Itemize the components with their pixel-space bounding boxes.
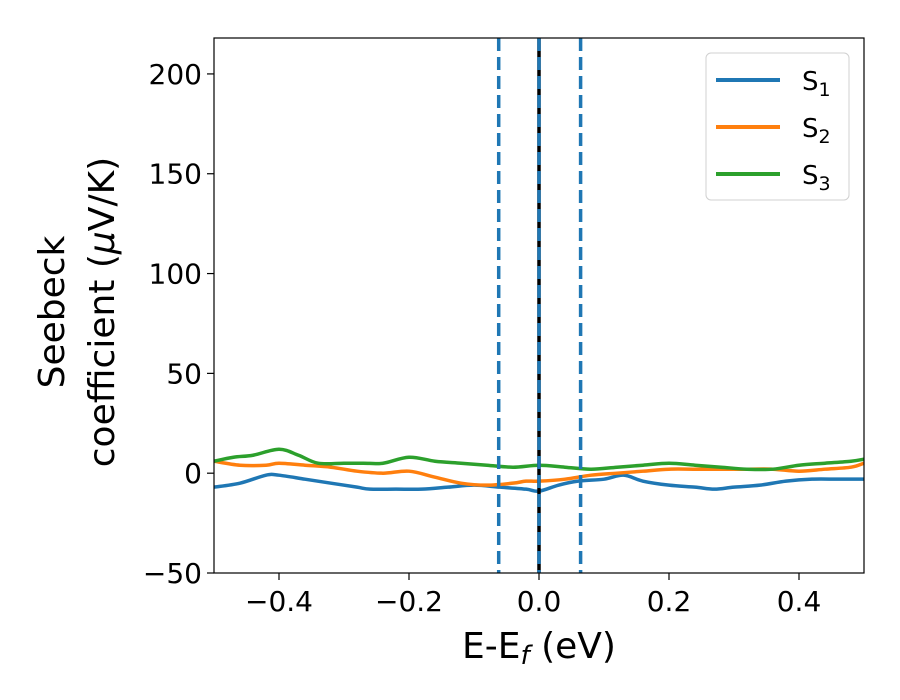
- x-tick-label: 0.0: [517, 585, 562, 618]
- y-tick-label: 0: [184, 457, 202, 490]
- x-tick-label: −0.2: [375, 585, 443, 618]
- x-axis-label-main: E-E: [462, 626, 520, 667]
- y-tick-label: −50: [143, 557, 202, 590]
- y-tick-label: 200: [149, 58, 202, 91]
- y-axis-label-unit: V/K): [82, 157, 123, 231]
- y-tick-label: 50: [166, 357, 202, 390]
- x-tick-label: 0.4: [777, 585, 822, 618]
- x-tick-label: 0.2: [647, 585, 692, 618]
- y-tick-label: 150: [149, 158, 202, 191]
- x-axis-ticks: −0.4 −0.2 0.0 0.2 0.4: [245, 573, 821, 618]
- x-axis-label-unit: (eV): [530, 626, 616, 667]
- y-axis-label-text: coefficient (: [82, 254, 123, 467]
- y-axis-label-line1: Seebeck: [32, 235, 73, 388]
- y-axis-label-line2: coefficient (μV/K): [82, 157, 123, 467]
- y-axis-ticks: −50 0 50 100 150 200: [143, 58, 214, 590]
- legend-label-s1: S1: [802, 67, 831, 101]
- legend: S1 S2 S3: [705, 52, 850, 201]
- y-axis-label-mu: μ: [82, 231, 123, 255]
- x-axis-label: E-Ef (eV): [462, 626, 616, 671]
- vline-layer: [496, 38, 583, 573]
- legend-label-s3: S3: [802, 161, 831, 195]
- y-tick-label: 100: [149, 258, 202, 291]
- y-axis-label: Seebeck coefficient (μV/K): [32, 157, 123, 467]
- series-line-s3: [214, 447, 864, 472]
- legend-label-s2: S2: [802, 114, 831, 148]
- x-tick-label: −0.4: [245, 585, 313, 618]
